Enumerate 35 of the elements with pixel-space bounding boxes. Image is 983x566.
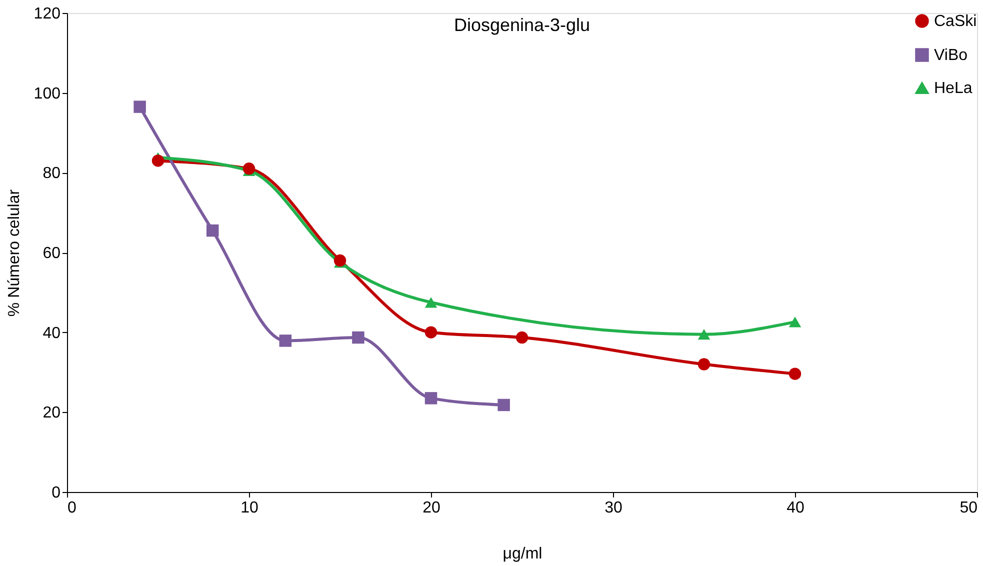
y-tick-label: 40 [42,324,61,342]
x-tick-label: 40 [786,500,804,516]
y-tick-label: 20 [42,404,61,422]
point [424,326,438,338]
point [788,368,802,380]
point [498,398,510,412]
legend-label: HeLa [934,80,972,97]
y-tick-label: 60 [42,245,61,262]
point [352,331,364,344]
chart-title: Diosgenina-3-glu [454,15,590,35]
x-tick-label: 10 [240,500,258,516]
y-tick-label: 80 [42,165,61,182]
x-tick-label: 50 [960,500,978,516]
point [516,331,528,344]
point [788,316,802,328]
x-tick-label: 30 [604,500,622,516]
point [424,392,438,404]
y-tick-label: 100 [34,85,61,102]
point [279,334,292,347]
point [134,100,146,113]
legend-label: ViBo [934,47,968,64]
x-tick-label: 0 [68,500,76,516]
point [152,154,164,167]
point [424,297,438,308]
y-tick-label: 120 [34,6,61,22]
point [698,329,710,340]
x-tick-label: 20 [422,500,440,516]
point [698,358,710,370]
y-tick-label: 0 [52,484,61,502]
point [334,254,346,267]
point [206,224,219,237]
legend-label: CaSki [934,13,977,30]
point [242,162,256,175]
y-axis-title: % Número celular [6,188,23,317]
x-axis-title: μg/ml [502,546,542,562]
